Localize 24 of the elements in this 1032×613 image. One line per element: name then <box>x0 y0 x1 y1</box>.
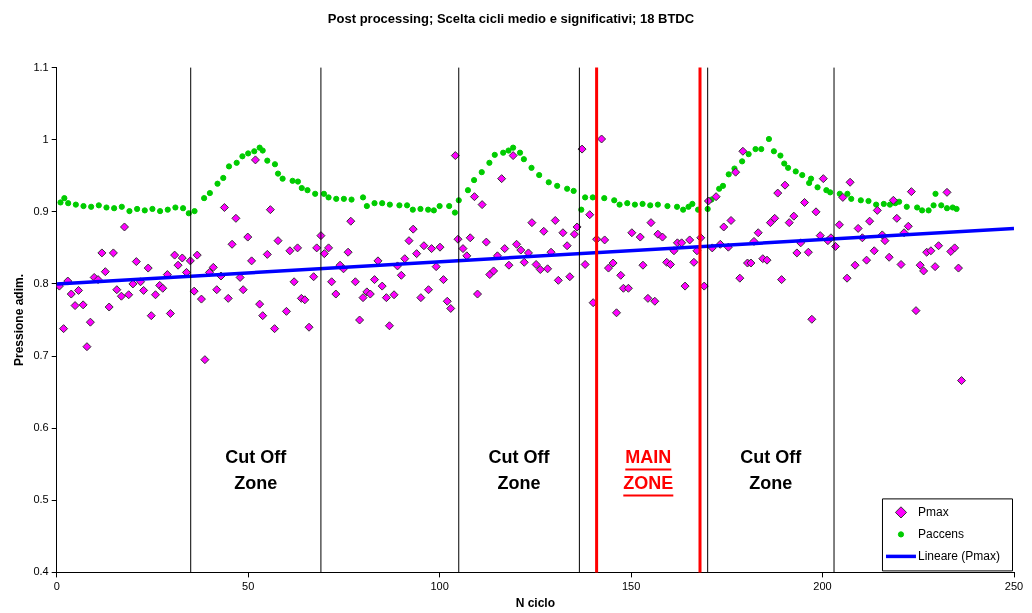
y-tick-label: 0.5 <box>33 493 49 506</box>
y-axis-title: Pressione adim. <box>11 273 26 367</box>
x-tick-label: 150 <box>621 580 641 593</box>
x-tick-label: 200 <box>813 580 832 593</box>
x-tick-label: 50 <box>242 580 255 593</box>
x-tick-label: 0 <box>53 580 60 593</box>
y-tick-label: 0.7 <box>33 349 49 362</box>
annotation: Cut Off Zone <box>740 447 803 494</box>
legend-label: Pmax <box>917 504 949 519</box>
x-tick-label: 100 <box>430 580 449 593</box>
annotation: Cut Off Zone <box>225 447 288 494</box>
chart-title: Post processing; Scelta cicli medio e significativi; 18 BTDC <box>327 11 695 27</box>
y-tick-label: 0.4 <box>33 565 49 578</box>
x-axis-title: N ciclo <box>515 596 556 611</box>
x-tick-label: 250 <box>1004 580 1024 593</box>
annotation: Cut Off Zone <box>488 447 551 494</box>
legend-label: Lineare (Pmax) <box>917 548 1000 563</box>
y-tick-label: 0.9 <box>33 204 49 217</box>
y-tick-label: 1 <box>42 132 49 145</box>
annotation: MAIN ZONE <box>623 447 674 494</box>
y-tick-label: 1.1 <box>33 60 49 73</box>
y-tick-label: 0.6 <box>33 421 49 434</box>
y-tick-label: 0.8 <box>33 276 49 289</box>
legend-label: Paccens <box>917 526 964 541</box>
